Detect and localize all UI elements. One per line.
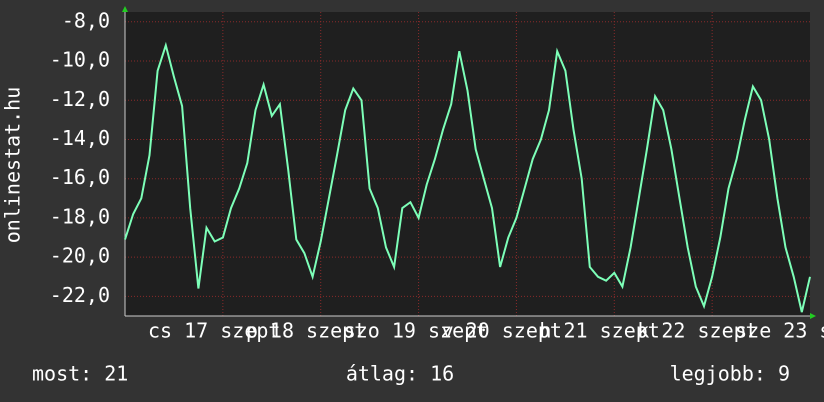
x-tick-label: szo 19 szept <box>344 319 489 343</box>
x-tick-label: k 22 szept <box>637 319 757 343</box>
y-tick-label: -10,0 <box>50 48 110 72</box>
y-tick-label: -8,0 <box>62 8 110 32</box>
series-line <box>124 41 811 313</box>
y-tick-label: -14,0 <box>50 126 110 150</box>
stat: átlag: 16 <box>346 362 454 386</box>
x-tick-label: v 20 szept <box>442 319 562 343</box>
x-tick-label: p 18 szept <box>246 319 366 343</box>
y-axis-title: onlinestat.hu <box>1 87 25 244</box>
x-tick-label: cs 17 szept <box>148 319 280 343</box>
plot-area <box>125 12 810 316</box>
y-tick-label: -22,0 <box>50 283 110 307</box>
x-tick-label: sze 23 szept <box>735 319 824 343</box>
stat: legjobb: 9 <box>670 362 790 386</box>
x-arrow <box>810 313 816 319</box>
y-arrow <box>122 6 128 12</box>
y-tick-label: -18,0 <box>50 204 110 228</box>
stat: most: 21 <box>32 362 128 386</box>
y-tick-label: -16,0 <box>50 165 110 189</box>
x-tick-label: h 21 szept <box>539 319 659 343</box>
y-tick-label: -20,0 <box>50 244 110 268</box>
y-tick-label: -12,0 <box>50 87 110 111</box>
